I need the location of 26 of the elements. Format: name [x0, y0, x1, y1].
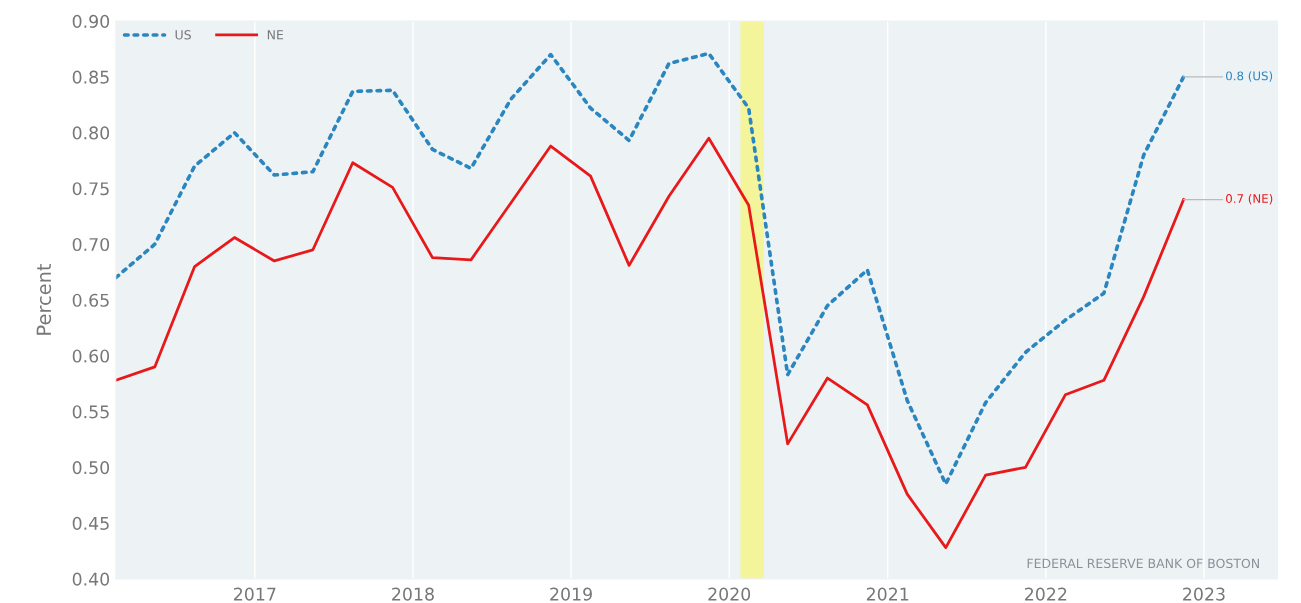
y-tick-label: 0.60 — [72, 349, 110, 363]
x-tick-label: 2018 — [392, 587, 434, 601]
annotation: 0.8 (US) — [1226, 71, 1273, 82]
x-tick-label: 2023 — [1183, 587, 1225, 601]
y-tick-label: 0.45 — [72, 516, 109, 530]
line-series — [115, 51, 1186, 486]
line-series — [115, 136, 1185, 550]
y-axis-title: Percent — [36, 263, 52, 335]
y-tick-label: 0.80 — [72, 126, 110, 140]
x-tick-label: 2021 — [866, 587, 909, 601]
x-tick-label: 2017 — [234, 587, 276, 601]
y-tick-label: 0.55 — [72, 405, 109, 419]
y-tick-label: 0.85 — [72, 70, 109, 84]
y-tick-label: 0.65 — [72, 293, 109, 307]
y-tick-label: 0.50 — [72, 461, 110, 475]
x-tick-label: 2020 — [708, 587, 751, 601]
y-tick-label: 0.40 — [72, 572, 110, 586]
x-tick-label: 2019 — [550, 587, 592, 601]
x-tick-label: 2022 — [1025, 587, 1067, 601]
annotation: FEDERAL RESERVE BANK OF BOSTON — [1027, 558, 1259, 569]
annotation: 0.7 (NE) — [1226, 193, 1273, 205]
y-tick-label: 0.70 — [72, 237, 110, 252]
y-tick-label: 0.90 — [72, 14, 110, 28]
legend-label: NE — [267, 30, 284, 40]
legend-label: US — [175, 30, 191, 40]
y-tick-label: 0.75 — [72, 182, 109, 196]
